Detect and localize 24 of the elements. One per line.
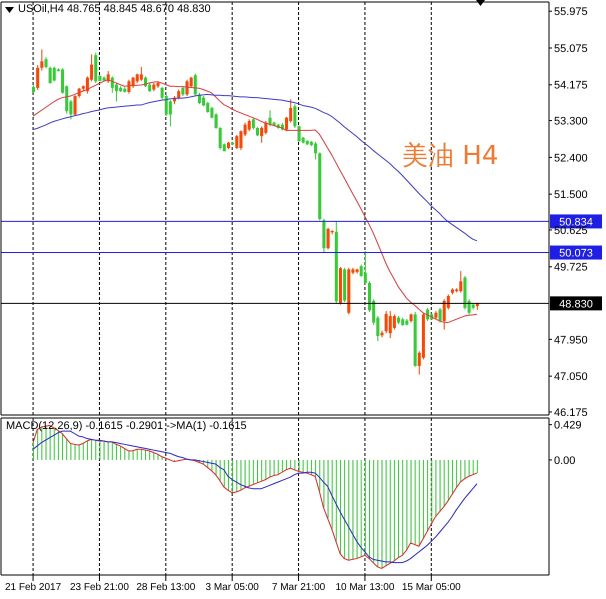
x-tick-label: 21 Feb 2017 bbox=[4, 582, 62, 594]
y-tick-label: 0.429 bbox=[554, 420, 582, 432]
y-tick-label: 54.175 bbox=[554, 80, 588, 92]
ref-line-label: 48.830 bbox=[559, 298, 593, 310]
y-tick-label: 53.300 bbox=[554, 115, 588, 128]
x-tick-label: 7 Mar 21:00 bbox=[272, 582, 326, 594]
x-tick-label: 3 Mar 05:00 bbox=[206, 582, 260, 594]
x-tick-label: 28 Feb 13:00 bbox=[136, 582, 196, 594]
x-tick-label: 23 Feb 21:00 bbox=[70, 582, 130, 594]
y-tick-label: 49.725 bbox=[554, 262, 588, 274]
ref-line-label: 50.073 bbox=[559, 248, 593, 260]
y-tick-label: 52.400 bbox=[554, 152, 588, 164]
y-tick-label: 47.950 bbox=[554, 334, 588, 346]
y-tick-label: 0.00 bbox=[554, 454, 576, 467]
y-tick-label: 55.075 bbox=[554, 42, 588, 55]
x-tick-label: 15 Mar 05:00 bbox=[402, 582, 462, 594]
y-tick-label: 55.975 bbox=[554, 6, 588, 18]
y-tick-label: 51.500 bbox=[554, 189, 588, 202]
y-tick-label: 47.050 bbox=[554, 371, 588, 384]
chart-title: USOil,H4 48.765 48.845 48.670 48.830 bbox=[18, 3, 211, 16]
x-tick-label: 10 Mar 13:00 bbox=[335, 582, 395, 594]
y-tick-label: 50.625 bbox=[554, 224, 588, 237]
annotation: 美油 H4 bbox=[402, 141, 498, 171]
y-tick-label: 46.175 bbox=[554, 406, 588, 419]
